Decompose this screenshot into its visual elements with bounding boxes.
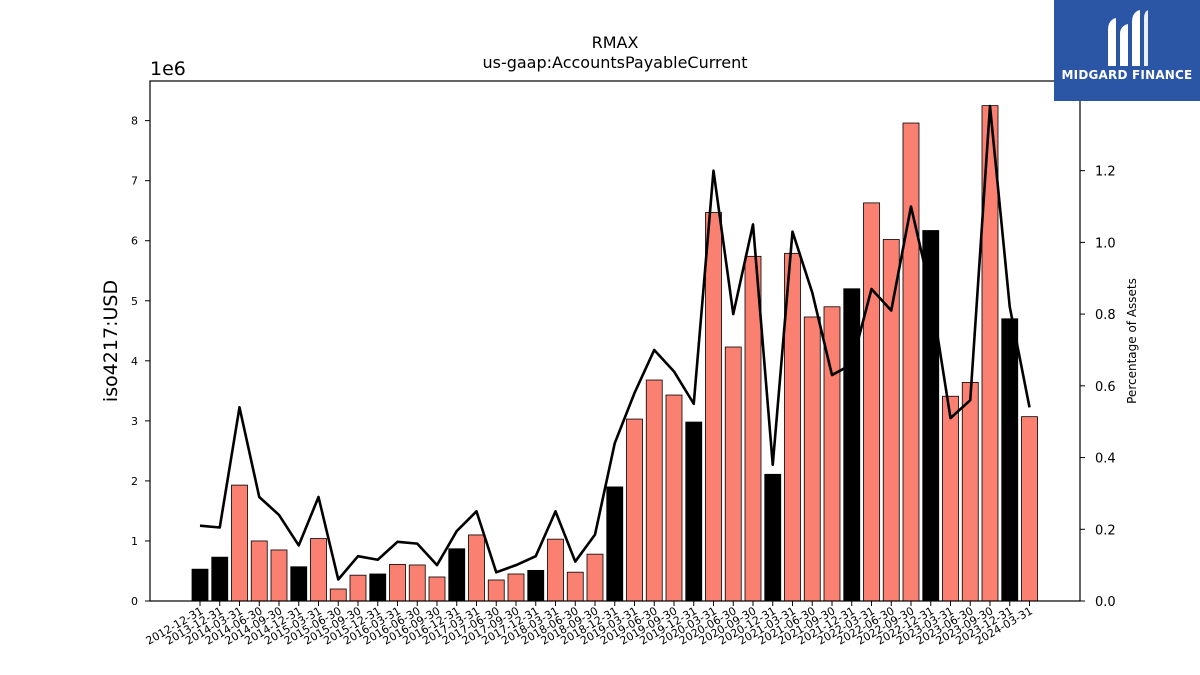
bar [1001, 318, 1019, 602]
y-tick-label: 4 [131, 355, 138, 368]
chart-subtitle: us-gaap:AccountsPayableCurrent [482, 53, 747, 72]
bar [764, 473, 782, 602]
bar [922, 230, 940, 602]
bar [408, 564, 426, 602]
y2-tick-label: 0.0 [1095, 595, 1116, 610]
plot-area: 0123456780.00.20.40.60.81.01.22012-12-31… [131, 80, 1116, 648]
bar [803, 316, 821, 602]
bar [882, 239, 900, 602]
y2-tick-label: 0.4 [1095, 452, 1116, 467]
y2-tick-label: 1.2 [1095, 165, 1116, 180]
bar [389, 563, 406, 602]
bar [349, 574, 367, 602]
bar [566, 571, 584, 602]
y-tick-label: 8 [131, 115, 138, 128]
y-scale-label: 1e6 [150, 58, 186, 80]
bar [191, 568, 209, 602]
y-tick-label: 2 [131, 475, 138, 488]
bar [902, 122, 920, 602]
bar [231, 484, 248, 602]
y-tick-label: 0 [131, 595, 138, 608]
y-tick-label: 6 [131, 235, 138, 248]
bar [606, 486, 624, 602]
bar [527, 569, 545, 602]
bar [863, 202, 880, 602]
bar [250, 540, 268, 602]
y2-tick-label: 1.0 [1095, 236, 1116, 251]
y-axis-label: iso4217:USD [100, 280, 122, 402]
series-line [199, 104, 1031, 581]
bar [310, 538, 327, 602]
bar [705, 212, 722, 602]
bar [270, 549, 288, 602]
brand-logo: MIDGARD FINANCE [1054, 0, 1200, 101]
chart-title: RMAX [592, 33, 639, 52]
bar [428, 576, 446, 602]
y2-tick-label: 0.2 [1095, 523, 1116, 538]
bar [626, 418, 643, 602]
bar [724, 346, 742, 602]
y-tick-label: 3 [131, 415, 138, 428]
y-tick-label: 5 [131, 295, 138, 308]
bar [665, 394, 683, 602]
bar [211, 556, 229, 602]
bar [1021, 416, 1038, 602]
bar [586, 553, 604, 602]
bar [468, 534, 485, 602]
bar [843, 288, 861, 602]
y2-tick-label: 0.6 [1095, 380, 1116, 395]
bar [369, 573, 387, 602]
bar [329, 588, 347, 602]
bar [645, 379, 663, 602]
bar [290, 566, 308, 602]
bar [507, 573, 525, 602]
bar [547, 538, 564, 602]
bar [487, 579, 505, 602]
y2-axis-label: Percentage of Assets [1125, 278, 1139, 404]
bar [448, 548, 466, 602]
y-tick-label: 7 [131, 175, 138, 188]
y-tick-label: 1 [131, 535, 138, 548]
bar [685, 421, 703, 602]
y2-tick-label: 0.8 [1095, 308, 1116, 323]
bar [942, 395, 959, 602]
midgard-logo-icon [1108, 10, 1148, 66]
logo-text: MIDGARD FINANCE [1061, 68, 1193, 82]
bar [961, 382, 979, 602]
